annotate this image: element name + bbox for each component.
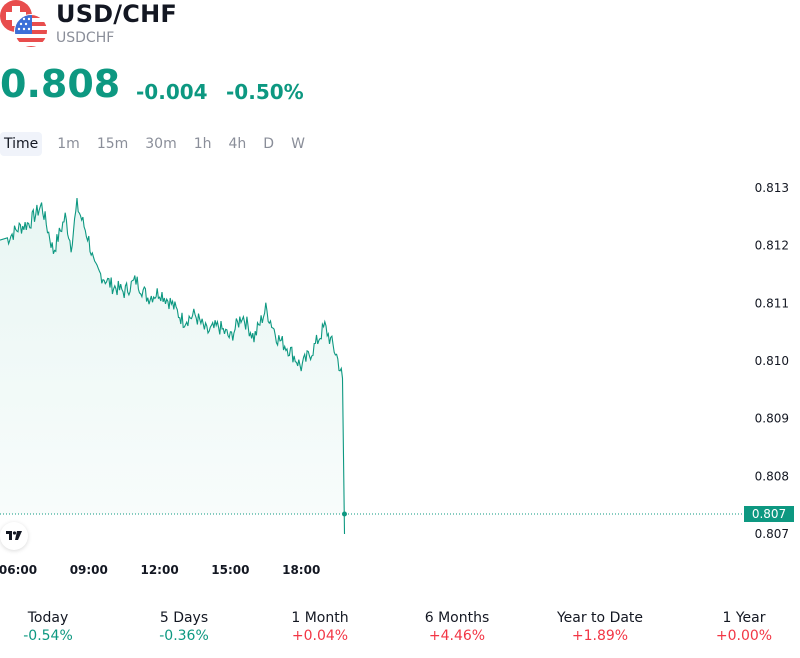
x-axis-tick-label: 06:00: [0, 563, 37, 577]
tab-1m[interactable]: 1m: [57, 136, 80, 152]
tab-1h[interactable]: 1h: [193, 136, 212, 152]
performance-5-days[interactable]: 5 Days -0.36%: [129, 610, 239, 644]
current-price: 0.808: [0, 62, 121, 106]
performance-year-to-date[interactable]: Year to Date +1.89%: [545, 610, 655, 644]
y-axis-tick-label: 0.808: [755, 469, 789, 483]
x-axis-tick-label: 18:00: [282, 563, 320, 577]
performance-label: 5 Days: [159, 610, 209, 626]
tradingview-logo-icon[interactable]: [0, 522, 28, 550]
y-axis-tick-label: 0.811: [755, 296, 789, 310]
price-series-line: [0, 197, 346, 535]
currency-flags-icon: [0, 0, 48, 48]
price-change: -0.004: [136, 80, 208, 104]
symbol-ticker: USDCHF: [56, 30, 115, 46]
x-axis-tick-label: 15:00: [211, 563, 249, 577]
tab-4h[interactable]: 4h: [228, 136, 247, 152]
last-price-marker: [341, 511, 347, 517]
performance-label: Today: [27, 610, 69, 626]
tab-15m[interactable]: 15m: [96, 136, 129, 152]
tab-30m[interactable]: 30m: [145, 136, 177, 152]
symbol-title: USD/CHF: [56, 0, 177, 28]
performance-value: +0.04%: [291, 628, 349, 644]
performance-today[interactable]: Today -0.54%: [0, 610, 103, 644]
performance-6-months[interactable]: 6 Months +4.46%: [402, 610, 512, 644]
x-axis-tick-label: 12:00: [140, 563, 178, 577]
x-axis-tick-label: 09:00: [70, 563, 108, 577]
performance-value: +1.89%: [571, 628, 629, 644]
y-axis-tick-label: 0.810: [755, 354, 789, 368]
tab-w[interactable]: W: [291, 136, 305, 152]
price-chart[interactable]: 0.813 0.812 0.811 0.810 0.809 0.808 0.807 06:00…: [0, 0, 800, 600]
timeframe-tabs: Time 1m 15m 30m 1h 4h D W: [0, 132, 318, 156]
y-axis-tick-label: 0.809: [755, 412, 789, 426]
tab-time[interactable]: Time: [0, 132, 43, 156]
performance-value: -0.36%: [159, 628, 209, 644]
performance-value: +0.00%: [715, 628, 773, 644]
last-price-tag: 0.807: [744, 506, 794, 522]
y-axis-tick-label: 0.812: [755, 239, 789, 253]
performance-1-month[interactable]: 1 Month +0.04%: [265, 610, 375, 644]
price-change-percent: -0.50%: [226, 80, 304, 104]
performance-value: -0.54%: [23, 628, 73, 644]
performance-label: 6 Months: [424, 610, 490, 626]
performance-label: Year to Date: [556, 610, 644, 626]
price-area-fill: [0, 198, 345, 534]
performance-label: 1 Year: [722, 610, 766, 626]
performance-1-year[interactable]: 1 Year +0.00%: [689, 610, 799, 644]
y-axis-tick-label: 0.807: [755, 527, 789, 541]
performance-label: 1 Month: [291, 610, 349, 626]
tab-d[interactable]: D: [263, 136, 275, 152]
y-axis-tick-label: 0.813: [755, 181, 789, 195]
performance-value: +4.46%: [428, 628, 486, 644]
